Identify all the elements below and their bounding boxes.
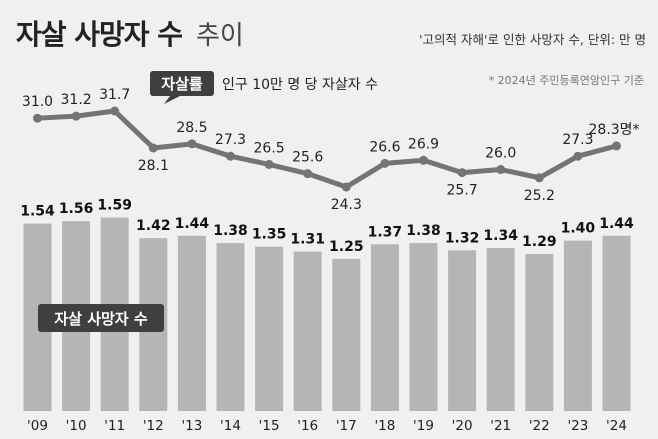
bar-value-label: 1.31 <box>290 232 325 248</box>
rate-point <box>534 173 544 183</box>
x-tick-label: '16 <box>297 418 318 434</box>
x-tick-label: '13 <box>181 418 202 434</box>
x-tick-label: '10 <box>66 418 87 434</box>
x-tick-label: '18 <box>374 418 395 434</box>
bar-series <box>23 217 631 411</box>
rate-point <box>264 159 274 169</box>
rate-point <box>457 168 467 178</box>
bar <box>602 235 631 411</box>
rate-value-label: 24.3 <box>331 197 362 213</box>
bar <box>332 258 361 411</box>
rate-point <box>110 106 120 116</box>
x-axis-ticks: '09 '10 '11 '12 '13 '14 '15 '16 '17 '18 '19 '20 '21 '… <box>27 418 627 434</box>
rate-legend-tag-pointer <box>164 96 180 104</box>
x-tick-label: '09 <box>27 418 48 434</box>
bar-value-label: 1.44 <box>175 216 210 232</box>
bar-value-label: 1.38 <box>213 223 248 239</box>
rate-value-label: 31.0 <box>22 94 53 110</box>
bar <box>448 250 477 411</box>
chart-title: 자살 사망자 수 <box>16 18 182 51</box>
rate-line-series <box>33 106 621 192</box>
bar-value-label: 1.29 <box>522 234 557 250</box>
rate-value-label: 27.3 <box>215 132 246 148</box>
x-tick-label: '22 <box>529 418 550 434</box>
source-note: * 2024년 주민등록연앙인구 기준 <box>489 74 644 87</box>
bar <box>525 254 554 411</box>
rate-legend-description: 인구 10만 명 당 자살자 수 <box>222 77 378 93</box>
bar <box>177 235 206 411</box>
rate-point <box>33 113 42 123</box>
rate-value-label: 26.5 <box>254 140 285 156</box>
x-tick-label: '20 <box>452 418 473 434</box>
chart-subtitle: 추이 <box>196 21 244 51</box>
x-tick-label: '23 <box>567 418 588 434</box>
rate-value-label: 28.3명* <box>589 122 640 138</box>
rate-value-label: 26.0 <box>485 146 516 162</box>
rate-legend: 자살률 인구 10만 명 당 자살자 수 <box>150 71 378 104</box>
bar-value-label: 1.25 <box>329 239 364 255</box>
rate-point <box>148 143 158 153</box>
bar-value-labels: 1.54 1.56 1.591.42 1.44 1.38 1.35 1.31 1.251.37… <box>20 198 634 255</box>
bar-value-label: 1.42 <box>136 218 171 234</box>
x-tick-label: '24 <box>606 418 627 434</box>
rate-value-label: 31.7 <box>99 87 130 103</box>
x-tick-label: '11 <box>104 418 125 434</box>
rate-value-label: 28.1 <box>138 158 169 174</box>
bar <box>486 247 515 411</box>
rate-value-label: 25.2 <box>524 188 555 204</box>
bar-value-label: 1.44 <box>599 216 634 232</box>
bar-value-label: 1.35 <box>252 227 287 243</box>
bar <box>370 244 399 411</box>
x-tick-label: '21 <box>490 418 511 434</box>
bar-value-label: 1.40 <box>561 221 596 237</box>
x-tick-label: '17 <box>336 418 357 434</box>
x-tick-label: '12 <box>143 418 164 434</box>
x-tick-label: '19 <box>413 418 434 434</box>
rate-legend-tag: 자살률 <box>161 75 203 93</box>
bar <box>409 243 438 411</box>
x-tick-label: '14 <box>220 418 241 434</box>
bar-value-label: 1.54 <box>20 204 55 220</box>
bar-value-label: 1.37 <box>368 224 403 240</box>
bar <box>216 243 245 411</box>
rate-value-label: 28.5 <box>176 120 207 136</box>
rate-point <box>496 165 506 175</box>
rate-point <box>187 139 197 149</box>
bar <box>293 251 322 411</box>
bar-value-label: 1.38 <box>406 223 441 239</box>
rate-point <box>573 151 583 161</box>
rate-value-label: 31.2 <box>61 92 92 108</box>
rate-point <box>71 111 81 121</box>
bar-value-label: 1.34 <box>483 228 518 244</box>
rate-value-labels: 31.0 31.2 31.7 28.1 28.5 27.3 26.5 25.6 24.3 26.6… <box>22 87 640 213</box>
x-tick-label: '15 <box>259 418 280 434</box>
rate-point <box>341 182 351 192</box>
bar-legend: 자살 사망자 수 <box>38 304 164 332</box>
bar <box>255 246 284 411</box>
rate-point <box>380 158 390 168</box>
unit-note: '고의적 자해'로 인한 사망자 수, 단위: 만 명 <box>419 32 646 47</box>
rate-point <box>419 155 428 165</box>
rate-value-label: 26.6 <box>369 139 400 155</box>
rate-legend-tag-box <box>150 71 214 96</box>
rate-point <box>303 169 313 179</box>
rate-value-label: 26.9 <box>408 136 439 152</box>
bar <box>563 240 592 411</box>
rate-line <box>35 108 619 190</box>
rate-value-label: 25.6 <box>292 150 323 166</box>
bar-value-label: 1.59 <box>97 198 132 214</box>
bar-value-label: 1.56 <box>59 201 94 217</box>
rate-point <box>226 151 235 161</box>
rate-value-label: 25.7 <box>447 183 478 199</box>
rate-point <box>612 141 621 151</box>
bar-legend-tag: 자살 사망자 수 <box>54 310 147 328</box>
rate-value-label: 27.3 <box>562 132 593 148</box>
bar-value-label: 1.32 <box>445 230 480 246</box>
bar-legend-tag-box <box>38 304 164 332</box>
